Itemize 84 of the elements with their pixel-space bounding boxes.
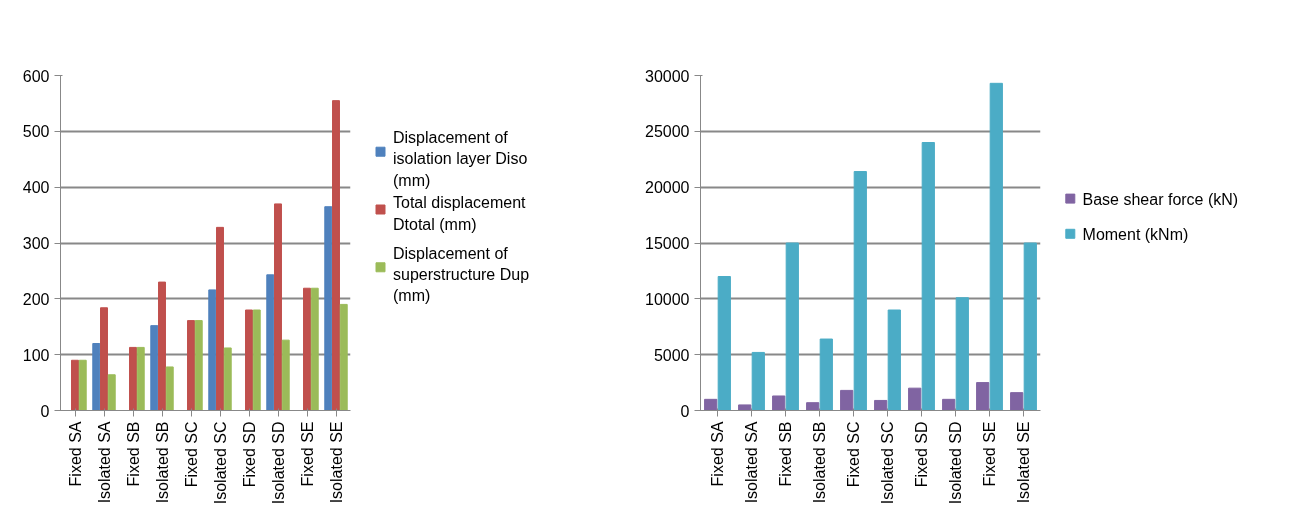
x-tick-label: Isolated SA (95, 421, 113, 504)
bar (840, 389, 854, 411)
x-tick-label: Fixed SE (981, 421, 998, 487)
legend-label: Displacement of superstructure Dup (mm) (393, 244, 530, 305)
legend-label: Moment (kNm) (1082, 226, 1189, 244)
y-tick-label: 25000 (645, 123, 690, 141)
y-tick-label: 15000 (645, 235, 690, 252)
x-tick-label: Fixed SD (240, 421, 258, 488)
x-tick-label: Fixed SD (913, 421, 930, 488)
y-tick-label: 10000 (645, 290, 690, 308)
bar (274, 203, 282, 411)
bar (92, 343, 101, 411)
bar (223, 347, 232, 411)
bar (78, 359, 87, 411)
bar (71, 359, 79, 411)
x-tick-label: Fixed SC (845, 421, 862, 488)
bar (266, 274, 275, 411)
bar (717, 276, 731, 411)
y-tick-label: 20000 (645, 179, 690, 197)
bar (785, 242, 799, 411)
bar (332, 100, 340, 411)
x-tick-label: Fixed SA (66, 421, 84, 487)
bar (772, 395, 786, 411)
legend-label: Displacement of isolation layer Diso (mm) (393, 129, 528, 189)
bar (976, 382, 990, 411)
bar (819, 338, 833, 411)
bar (751, 351, 765, 411)
x-tick-label: Isolated SC (211, 421, 229, 505)
x-tick-label: Fixed SE (298, 421, 316, 487)
y-tick-label: 100 (22, 346, 50, 364)
bar (245, 309, 253, 411)
bar (738, 404, 752, 411)
bar (100, 307, 108, 411)
x-tick-label: Fixed SA (709, 421, 726, 487)
bar (806, 402, 820, 411)
bar (194, 320, 203, 411)
bar (165, 366, 174, 411)
bar (107, 374, 116, 411)
x-tick-label: Fixed SB (124, 421, 142, 487)
x-tick-label: Isolated SB (811, 421, 828, 504)
x-tick-label: Isolated SC (879, 421, 896, 505)
bar (942, 398, 956, 411)
bar (989, 82, 1003, 411)
x-tick-label: Isolated SE (327, 421, 345, 504)
x-tick-label: Isolated SD (947, 421, 964, 505)
bar (208, 289, 217, 411)
y-tick-label: 200 (22, 290, 50, 308)
y-tick-label: 500 (22, 123, 50, 141)
y-tick-label: 600 (22, 67, 50, 85)
bar (874, 399, 888, 411)
bar (252, 309, 261, 411)
bar (136, 346, 145, 411)
x-tick-label: Isolated SD (269, 421, 287, 505)
y-tick-label: 0 (680, 402, 690, 420)
bar (129, 346, 137, 411)
x-tick-label: Isolated SB (153, 421, 171, 504)
bar (339, 303, 348, 411)
bar (187, 320, 195, 411)
bar (303, 287, 311, 411)
x-tick-label: Isolated SE (1015, 421, 1032, 504)
bar (887, 309, 901, 411)
bar (908, 387, 922, 411)
legend-label: Total displacement Dtotal (mm) (393, 194, 527, 233)
legend-label: Base shear force (kN) (1082, 191, 1239, 209)
bar (1023, 242, 1037, 411)
x-tick-label: Fixed SC (182, 421, 200, 488)
bar (158, 281, 166, 411)
bar (955, 297, 969, 411)
y-tick-label: 300 (22, 235, 50, 252)
bar (324, 206, 333, 411)
bar (853, 171, 867, 411)
x-tick-label: Fixed SB (777, 421, 794, 487)
x-tick-label: Isolated SA (743, 421, 760, 504)
bar (310, 287, 319, 411)
bar (150, 325, 159, 411)
y-tick-label: 30000 (645, 67, 690, 85)
bar (1010, 392, 1024, 411)
y-tick-label: 400 (22, 179, 50, 197)
bar (216, 226, 224, 411)
bar (281, 339, 290, 411)
y-tick-label: 0 (40, 402, 50, 420)
bar (704, 398, 718, 411)
y-tick-label: 5000 (653, 346, 690, 364)
bar (921, 142, 935, 411)
